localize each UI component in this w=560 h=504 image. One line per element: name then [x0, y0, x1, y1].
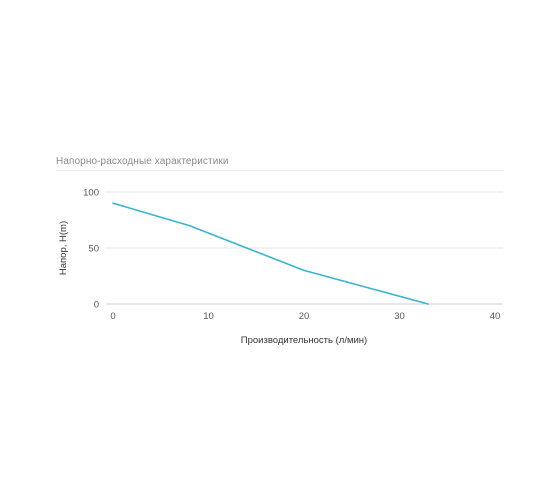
series-lines [112, 202, 429, 305]
chart-title: Напорно-расходные характеристики [56, 156, 229, 167]
grid-lines [106, 191, 503, 249]
title-divider [56, 170, 504, 171]
x-tick-label: 10 [203, 311, 214, 322]
x-tick-label: 30 [394, 311, 405, 322]
y-tick-label: 50 [88, 244, 99, 255]
x-axis-title: Производительность (л/мин) [241, 335, 367, 346]
y-axis-title: Напор, H(m) [58, 221, 69, 275]
y-tick-label: 0 [94, 300, 99, 311]
x-tick-label: 0 [110, 311, 115, 322]
y-tick-label: 100 [83, 188, 99, 199]
series-line [112, 202, 429, 305]
x-tick-label: 40 [490, 311, 501, 322]
x-tick-label: 20 [299, 311, 310, 322]
tick-labels: 0 50 100 0 10 20 30 40 [83, 188, 500, 323]
